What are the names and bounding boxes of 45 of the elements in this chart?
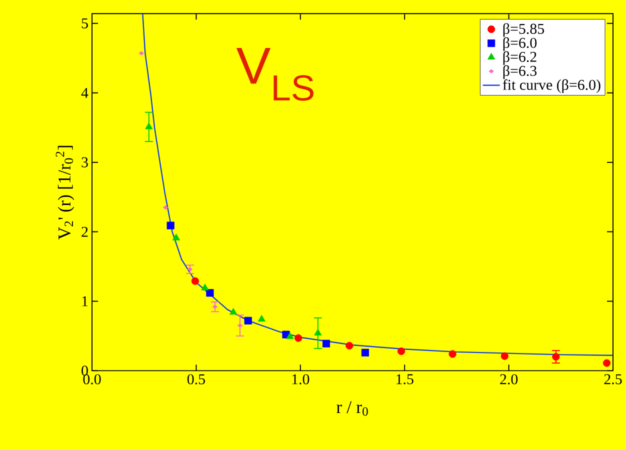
- point: [258, 314, 266, 322]
- point: [552, 353, 560, 361]
- point: [286, 332, 294, 339]
- x-tick-label: 0.0: [83, 374, 101, 384]
- y-tick-label: 5: [82, 18, 88, 28]
- point: [162, 205, 168, 210]
- point: [166, 222, 174, 230]
- legend-label: β=6.2: [503, 51, 536, 65]
- point: [346, 342, 354, 350]
- point: [448, 350, 456, 358]
- point: [244, 316, 252, 324]
- point: [172, 234, 180, 240]
- point: [206, 289, 214, 297]
- y-tick-label: 0: [82, 366, 88, 376]
- x-tick-label: 0.5: [187, 374, 205, 384]
- point: [212, 304, 218, 309]
- point: [294, 334, 302, 342]
- legend-label: fit curve (β=6.0): [502, 79, 600, 93]
- legend-label: β=5.85: [503, 23, 544, 37]
- point: [322, 340, 330, 348]
- legend-label: β=6.0: [503, 37, 537, 51]
- annotation: V$_{LS}$: [236, 48, 314, 101]
- y-tick-label: 3: [82, 157, 88, 168]
- point: [237, 323, 243, 328]
- y-axis-title: V$_{2}$' (r) [1/r$_{0}$$^{2}$]: [56, 146, 74, 240]
- point: [397, 347, 406, 356]
- x-tick-label: 1.0: [292, 374, 310, 384]
- y-tick-label: 1: [82, 296, 88, 306]
- point: [138, 51, 144, 56]
- point: [191, 277, 199, 285]
- point: [314, 328, 322, 336]
- legend-label: β=6.3: [503, 65, 537, 79]
- x-tick-label: 2.0: [500, 374, 518, 384]
- x-tick-label: 1.5: [396, 374, 414, 384]
- x-tick-label: 2.5: [604, 374, 622, 384]
- point: [201, 284, 209, 290]
- y-tick-label: 4: [81, 88, 88, 98]
- point: [500, 352, 508, 360]
- point: [602, 359, 611, 367]
- point: [229, 308, 238, 315]
- point: [145, 122, 153, 130]
- y-tick-label: 2: [82, 226, 88, 237]
- point: [187, 267, 193, 272]
- x-axis-title: r / r$_{0}$: [336, 401, 368, 416]
- point: [361, 348, 370, 356]
